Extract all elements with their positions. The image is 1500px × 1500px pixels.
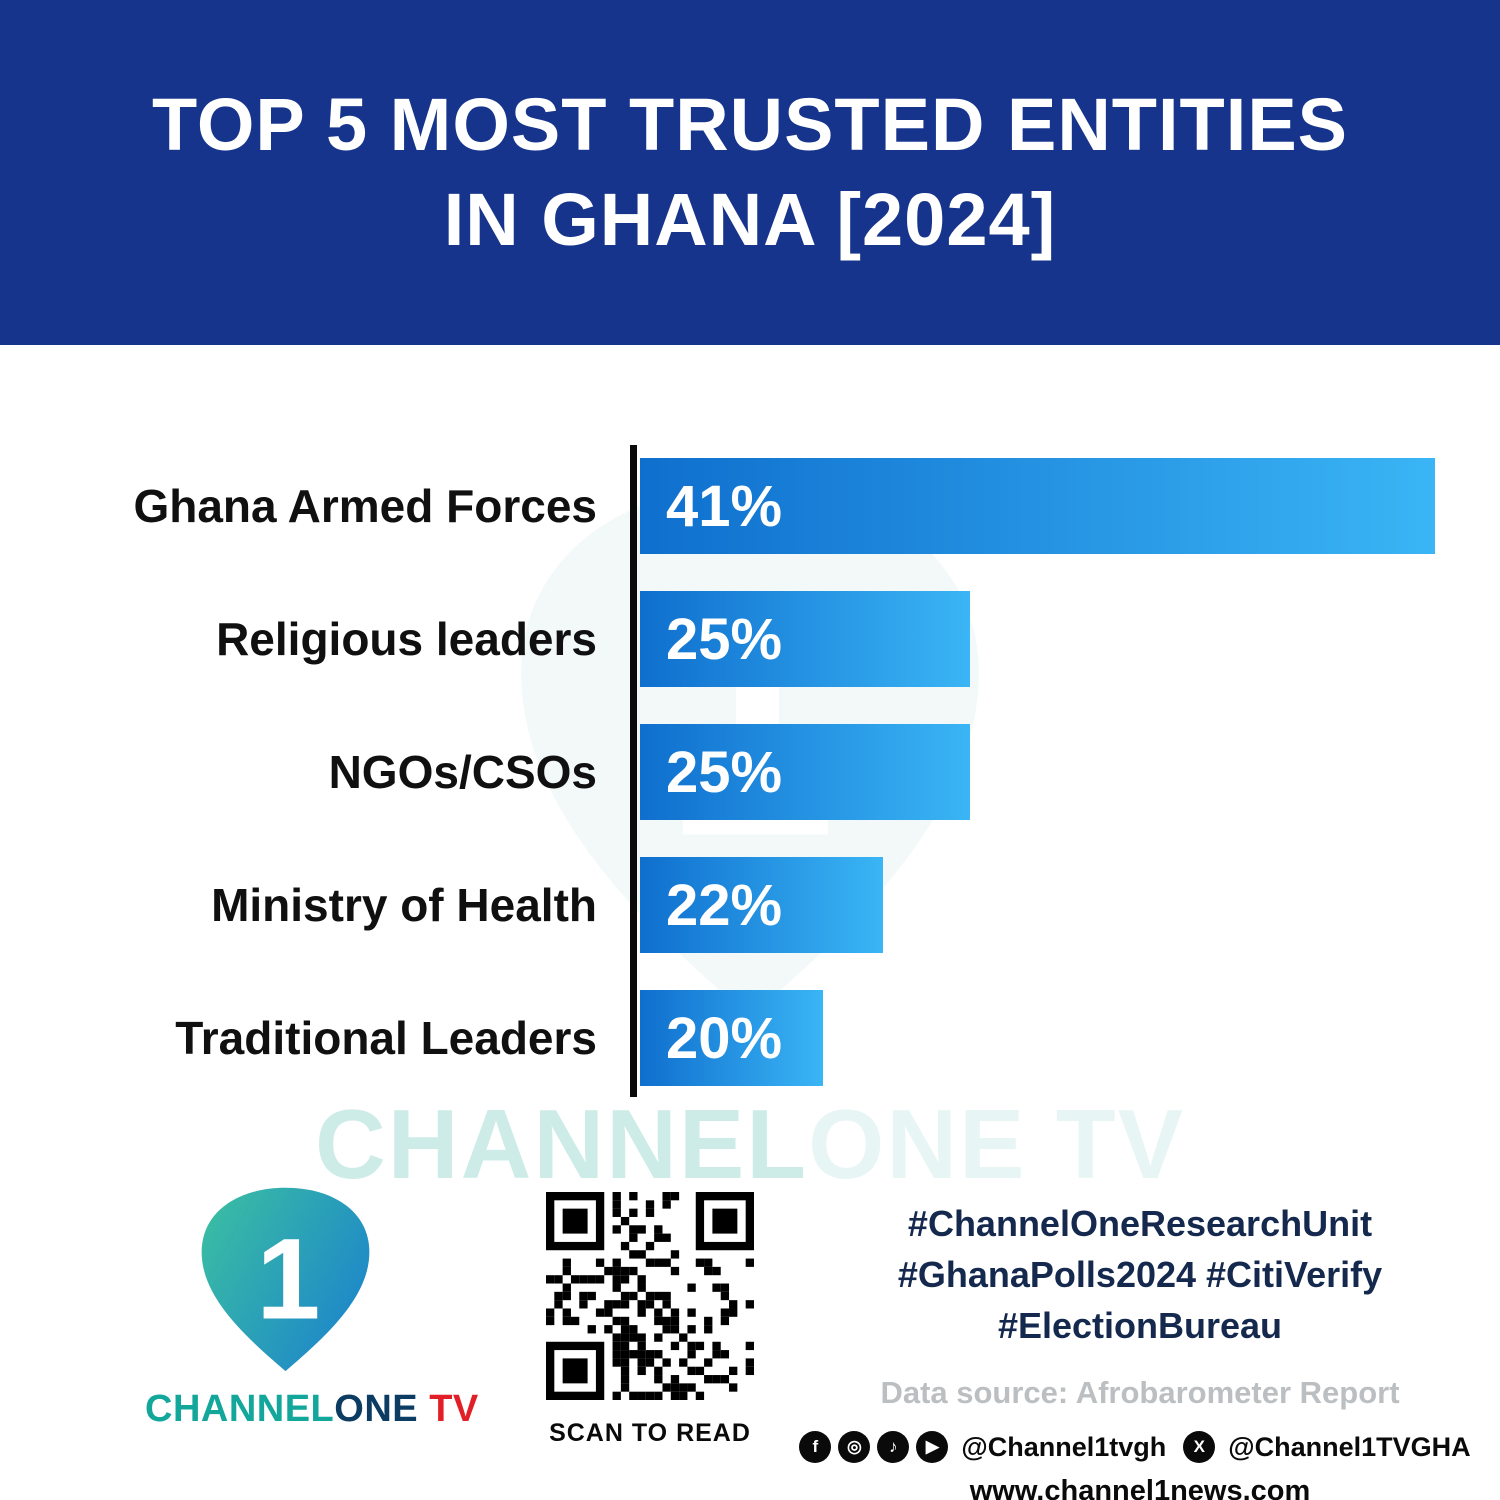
header-banner: TOP 5 MOST TRUSTED ENTITIES IN GHANA [20…	[0, 0, 1500, 345]
hashtag-line-2: #GhanaPolls2024 #CitiVerify	[897, 1254, 1383, 1296]
logo-numeral: 1	[256, 1215, 320, 1343]
category-label: Traditional Leaders	[175, 1012, 597, 1064]
logo-word-one: ONE	[334, 1388, 419, 1430]
value-label: 25%	[666, 739, 783, 805]
bar: 20%	[640, 990, 823, 1086]
bar: 22%	[640, 857, 883, 953]
chart-row: NGOs/CSOs 25%	[0, 724, 1500, 820]
category-label: Ghana Armed Forces	[133, 480, 597, 532]
channel-one-logo-icon: 1	[201, 1187, 369, 1372]
tiktok-icon[interactable]: ♪	[877, 1431, 910, 1464]
hashtag-line-3: #ElectionBureau	[997, 1305, 1283, 1347]
bar: 41%	[640, 458, 1435, 554]
chart-row: Traditional Leaders 20%	[0, 990, 1500, 1086]
facebook-icon[interactable]: f	[799, 1431, 832, 1464]
page-title-line-1: TOP 5 MOST TRUSTED ENTITIES	[151, 82, 1349, 166]
category-label: Religious leaders	[216, 613, 597, 665]
qr-caption: SCAN TO READ	[549, 1419, 751, 1447]
logo-wordmark: CHANNELONE TV	[145, 1388, 478, 1431]
qr-code	[535, 1192, 765, 1405]
logo-word-channel: CHANNEL	[145, 1388, 335, 1430]
youtube-icon[interactable]: ▶	[916, 1431, 949, 1464]
social-handle-1[interactable]: @Channel1tvgh	[961, 1431, 1167, 1462]
hashtag-line-1: #ChannelOneResearchUnit	[907, 1203, 1373, 1244]
data-source-text: Data source: Afrobarometer Report	[880, 1375, 1400, 1411]
value-label: 22%	[666, 872, 783, 938]
social-handle-2[interactable]: @Channel1TVGHA	[1228, 1431, 1471, 1462]
social-row: f ◎ ♪ ▶ @Channel1tvgh X @Channel1TVGHA	[799, 1431, 1471, 1464]
value-label: 41%	[666, 473, 783, 539]
value-label: 20%	[666, 1005, 783, 1071]
chart-axis-line	[630, 445, 637, 1097]
instagram-icon[interactable]: ◎	[838, 1431, 871, 1464]
website-url[interactable]: www.channel1news.com	[969, 1475, 1311, 1500]
x-icon[interactable]: X	[1183, 1431, 1216, 1464]
qr-block: SCAN TO READ	[535, 1192, 765, 1448]
category-label: NGOs/CSOs	[328, 746, 597, 798]
chart-row: Religious leaders 25%	[0, 591, 1500, 687]
bar: 25%	[640, 591, 970, 687]
page-title-line-2: IN GHANA [2024]	[443, 177, 1057, 261]
footer-info-block: #ChannelOneResearchUnit #GhanaPolls2024 …	[799, 1198, 1471, 1500]
chart-row: Ministry of Health 22%	[0, 857, 1500, 953]
channel-one-logo-block: 1 CHANNELONE TV	[145, 1180, 478, 1431]
category-label: Ministry of Health	[211, 879, 597, 931]
bar: 25%	[640, 724, 970, 820]
chart-rows: Ghana Armed Forces 41% Religious leaders 25…	[0, 458, 1500, 1123]
logo-word-tv: TV	[418, 1388, 479, 1430]
chart-row: Ghana Armed Forces 41%	[0, 458, 1500, 554]
value-label: 25%	[666, 606, 783, 672]
